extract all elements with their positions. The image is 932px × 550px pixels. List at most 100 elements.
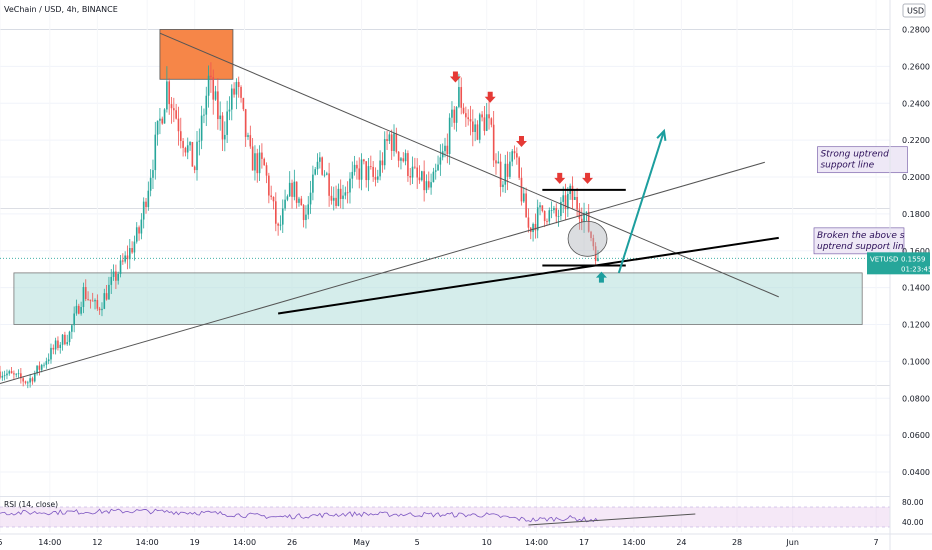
candle-body [522, 193, 525, 202]
candle-body [59, 344, 62, 349]
y-tick-label: 0.2200 [902, 136, 930, 145]
candle-body [300, 198, 303, 206]
candle-body [319, 157, 321, 162]
candle-body [506, 163, 509, 177]
candle-body [388, 134, 391, 142]
candle-body [110, 276, 113, 285]
candle-body [330, 195, 333, 201]
candle-body [149, 177, 152, 191]
candle-body [520, 177, 523, 202]
candle-body [407, 153, 409, 177]
candle-body [133, 241, 136, 253]
x-tick-label: Jun [785, 538, 799, 547]
candle-body [360, 159, 363, 180]
currency-badge[interactable] [902, 3, 926, 18]
candle-body [578, 209, 581, 219]
candle-body [305, 214, 307, 221]
candle-body [395, 133, 398, 152]
candle-body [495, 160, 497, 164]
candle-body [576, 196, 578, 210]
candle-body [585, 211, 588, 213]
x-tick-label: 14:00 [622, 538, 645, 547]
candle-body [414, 166, 416, 168]
candle-body [170, 104, 173, 109]
x-tick-label: May [353, 538, 370, 547]
candle-body [339, 188, 342, 199]
candle-body [142, 201, 145, 220]
candle-body [258, 152, 261, 174]
candle-body [119, 260, 122, 274]
candle-body [224, 134, 226, 140]
candle-body [571, 185, 574, 200]
candle-body [235, 81, 238, 95]
candle-body [36, 365, 38, 374]
candle-body [462, 107, 465, 114]
candle-body [57, 340, 59, 349]
candle-body [84, 287, 87, 300]
candle-body [485, 114, 488, 131]
x-tick-label: 12 [92, 538, 102, 547]
candle-body [351, 171, 354, 179]
candle-body [91, 300, 94, 302]
candle-body [328, 173, 330, 196]
candle-body [82, 287, 85, 308]
candle-body [458, 87, 460, 107]
down-arrow-icon [582, 172, 594, 184]
y-tick-label: 0.1200 [902, 321, 930, 330]
candle-body [249, 135, 252, 147]
candle-body [557, 216, 560, 217]
candle-body [321, 157, 323, 175]
candle-body [75, 305, 78, 314]
candle-body [212, 77, 215, 100]
down-arrow-icon [554, 172, 566, 184]
candle-body [372, 166, 374, 177]
x-tick-label: 26 [287, 538, 297, 547]
candle-body [6, 373, 8, 376]
candle-body [288, 182, 291, 197]
candle-body [279, 224, 282, 226]
consolidation-ellipse [567, 220, 608, 257]
candle-body [478, 114, 481, 140]
candle-body [472, 121, 474, 133]
x-tick-label: 5 [415, 538, 420, 547]
candle-body [163, 109, 166, 124]
candle-body [393, 133, 395, 151]
candle-body [483, 117, 486, 131]
candle-body [68, 331, 71, 343]
candle-body [518, 157, 520, 178]
candlesticks [0, 62, 599, 389]
candle-body [432, 171, 435, 183]
candle-body [131, 248, 133, 253]
candle-body [203, 114, 205, 116]
candle-body [1, 375, 4, 378]
candle-body [590, 231, 592, 239]
candle-body [295, 181, 298, 203]
candle-body [312, 174, 314, 193]
y-tick-label: 0.0400 [902, 468, 930, 477]
candle-body [546, 221, 548, 222]
rsi-line [0, 508, 599, 523]
candle-body [145, 201, 147, 208]
candle-body [244, 109, 247, 137]
candle-body [10, 371, 13, 374]
annotation-zones [13, 29, 863, 325]
y-tick-label: 0.1000 [902, 357, 930, 366]
candle-body [87, 299, 89, 300]
candle-body [594, 246, 597, 261]
candle-body [24, 381, 27, 383]
candle-body [499, 161, 502, 187]
candle-body [43, 364, 45, 366]
down-arrow-icon [515, 135, 527, 147]
candle-body [460, 87, 463, 108]
candle-body [592, 238, 595, 247]
y-tick-label: 0.2600 [902, 62, 930, 71]
candle-body [383, 139, 386, 166]
candle-body [207, 75, 210, 96]
x-tick-label: 17 [579, 538, 589, 547]
candle-body [307, 204, 310, 215]
candle-body [325, 173, 328, 175]
rsi-label: RSI (14, close) [4, 500, 58, 509]
candle-body [166, 81, 168, 110]
x-tick-label: 14:00 [233, 538, 256, 547]
